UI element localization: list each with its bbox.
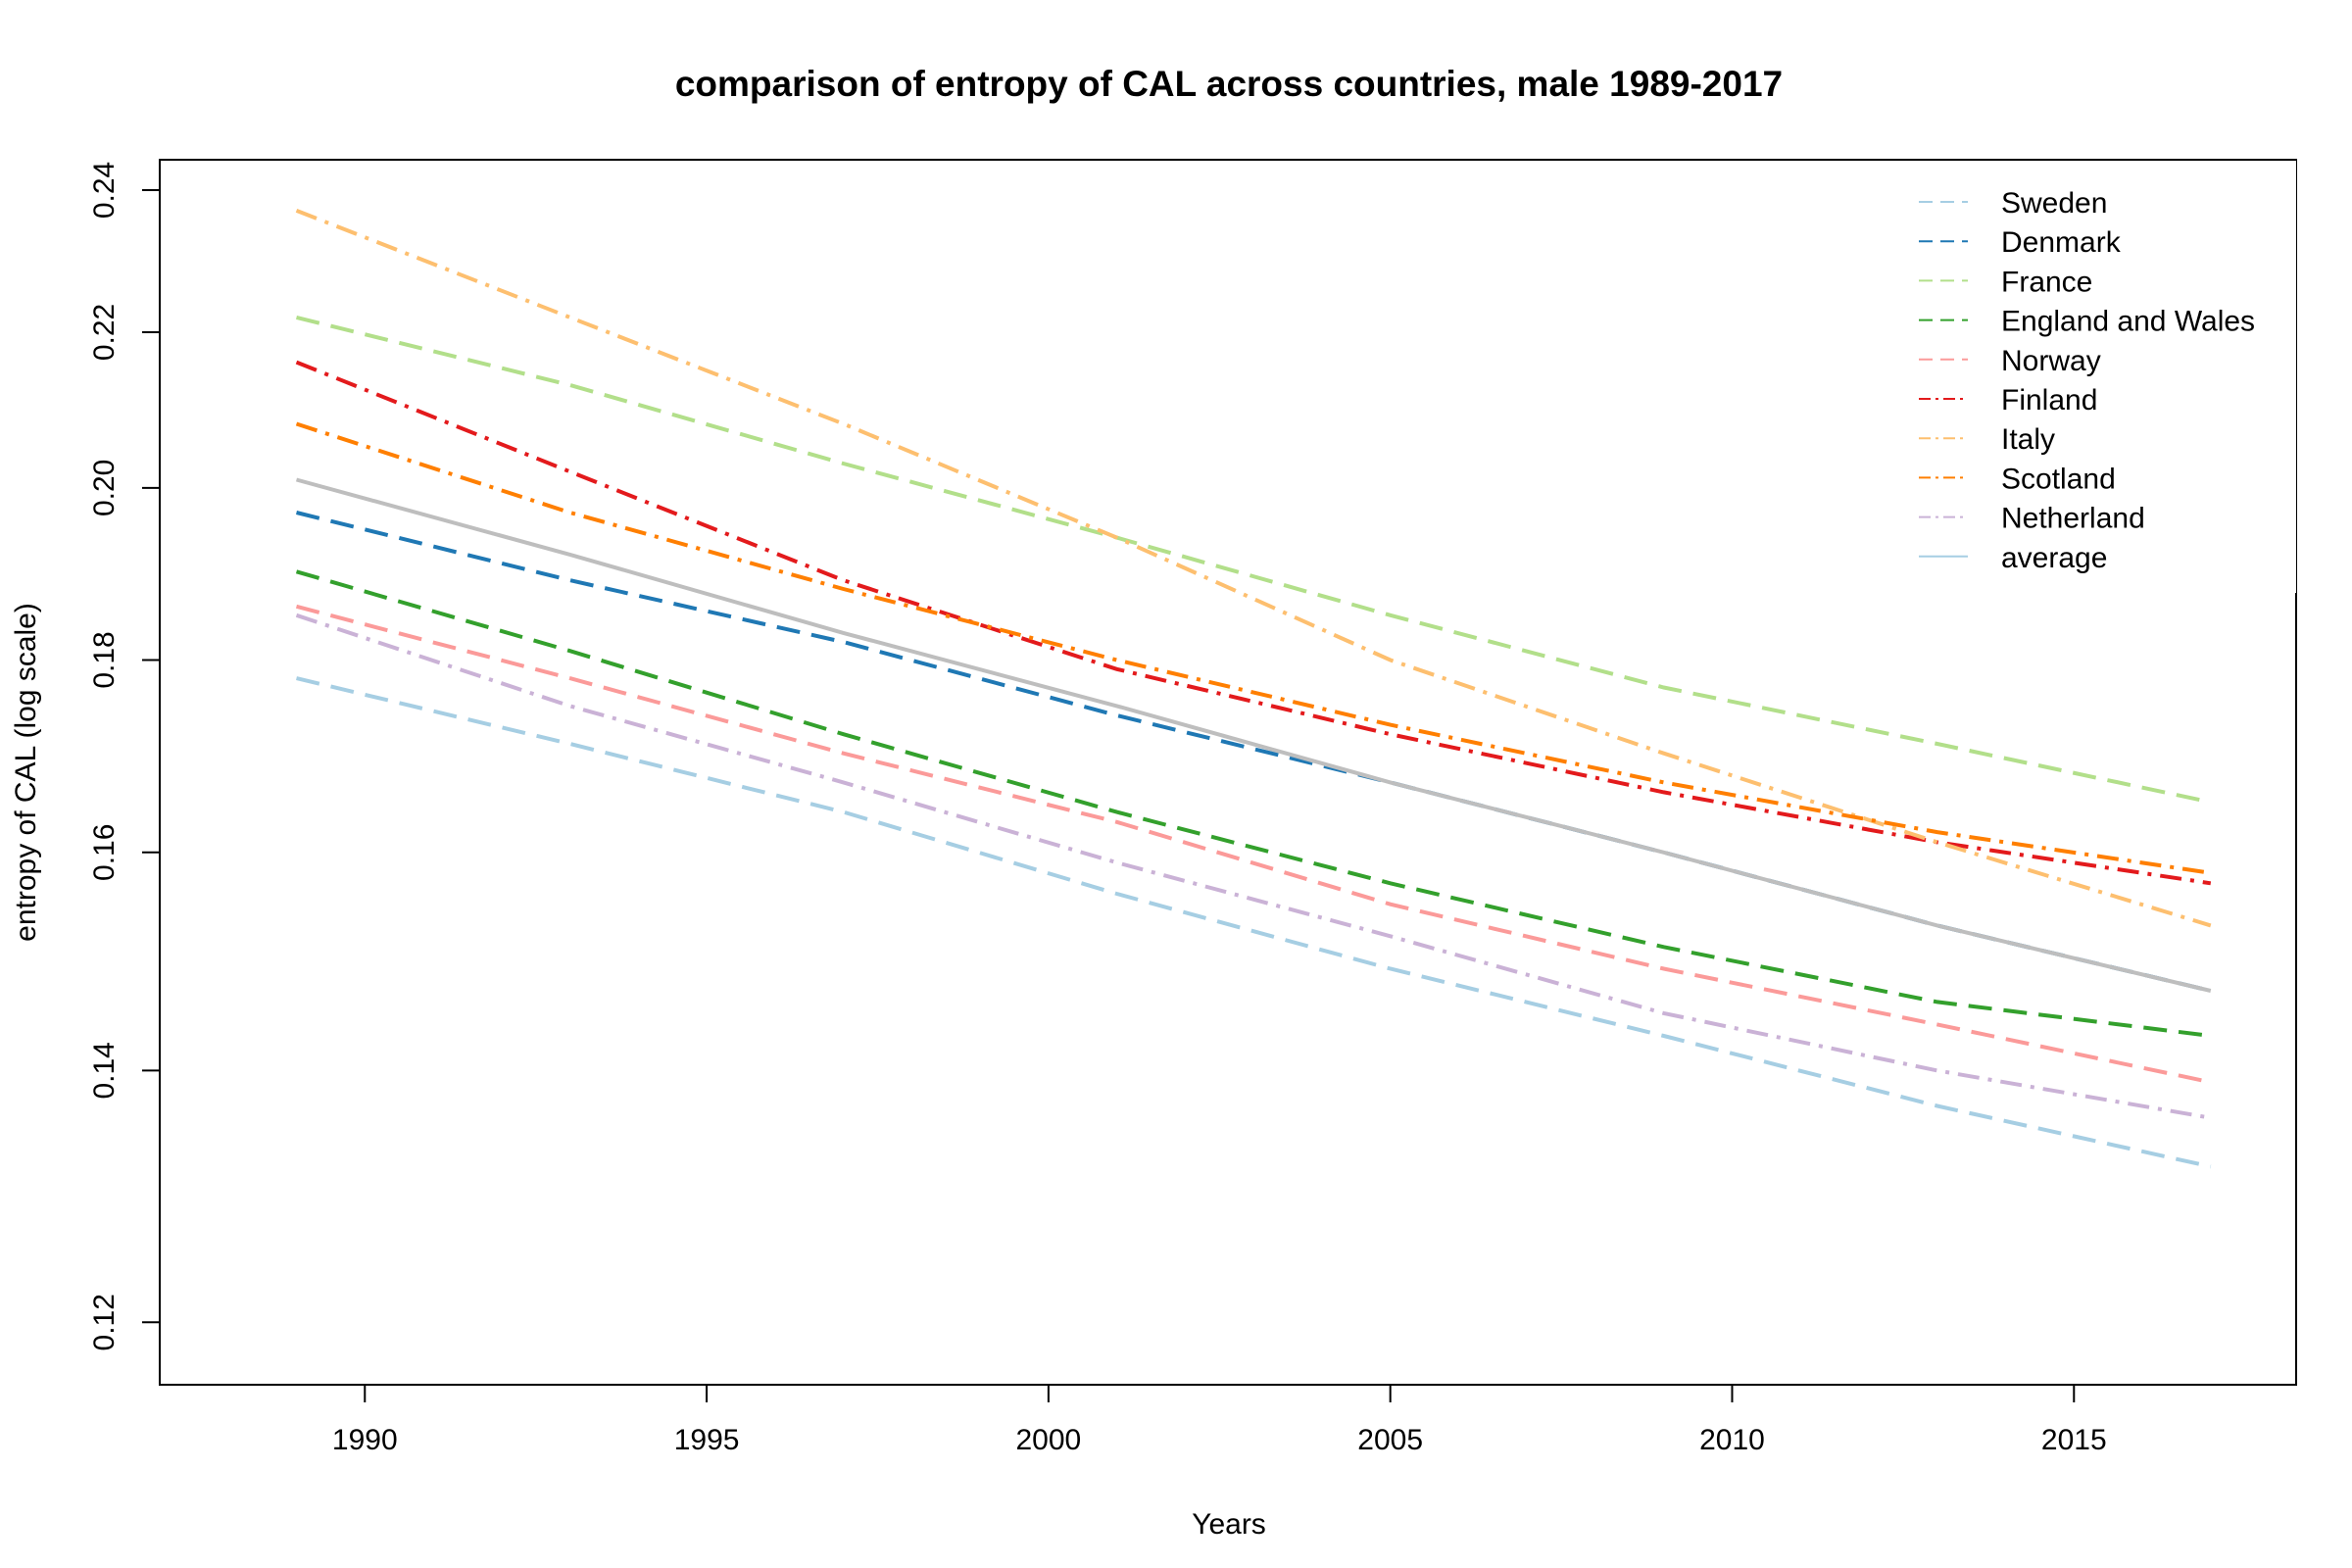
series-line-sweden xyxy=(296,676,2212,1169)
y-tick-label-2: 0.16 xyxy=(88,824,121,881)
y-tick-label-3: 0.18 xyxy=(88,631,121,688)
legend-label-norway: Norway xyxy=(2001,345,2101,377)
legend-label-denmark: Denmark xyxy=(2001,226,2122,259)
y-tick-label-1: 0.14 xyxy=(88,1042,121,1099)
legend-label-england-and-wales: England and Wales xyxy=(2001,306,2255,338)
series-layer xyxy=(295,209,2212,1169)
x-axis: 1990 1995 2000 2005 2010 2015 xyxy=(332,1384,2107,1456)
y-axis-label: entropy of CAL (log scale) xyxy=(10,603,42,942)
y-tick-label-5: 0.22 xyxy=(88,304,121,361)
y-tick-label-4: 0.20 xyxy=(88,460,121,516)
series-line-norway xyxy=(295,604,2212,1085)
legend-label-average: average xyxy=(2001,542,2107,574)
series-line-france xyxy=(296,315,2212,805)
x-tick-label-2015: 2015 xyxy=(2041,1424,2107,1456)
series-line-netherland xyxy=(295,612,2212,1120)
y-axis: 0.12 0.14 0.16 0.18 0.20 0.22 0.24 xyxy=(88,162,161,1350)
x-tick-label-1990: 1990 xyxy=(332,1424,398,1456)
x-tick-label-2005: 2005 xyxy=(1357,1424,1423,1456)
legend-box xyxy=(1884,160,2296,593)
x-tick-label-1995: 1995 xyxy=(674,1424,740,1456)
series-line-average xyxy=(295,477,2212,993)
legend-label-netherland: Netherland xyxy=(2001,503,2145,535)
plot-area xyxy=(159,159,2297,1386)
y-tick-label-0: 0.12 xyxy=(88,1294,121,1350)
x-tick-label-2000: 2000 xyxy=(1016,1424,1082,1456)
legend: Sweden Denmark France England and Wales Norw… xyxy=(1884,159,2296,593)
legend-label-finland: Finland xyxy=(2001,384,2097,416)
x-axis-label: Years xyxy=(1192,1508,1266,1541)
y-tick-label-6: 0.24 xyxy=(88,162,121,219)
legend-label-scotland: Scotland xyxy=(2001,463,2116,495)
x-tick-label-2010: 2010 xyxy=(1699,1424,1765,1456)
series-line-scotland xyxy=(295,421,2212,875)
legend-label-sweden: Sweden xyxy=(2001,187,2107,220)
series-line-england-and-wales xyxy=(295,569,2212,1038)
legend-label-france: France xyxy=(2001,266,2092,298)
chart-title: comparison of entropy of CAL across coun… xyxy=(675,64,1783,104)
legend-label-italy: Italy xyxy=(2001,423,2055,456)
